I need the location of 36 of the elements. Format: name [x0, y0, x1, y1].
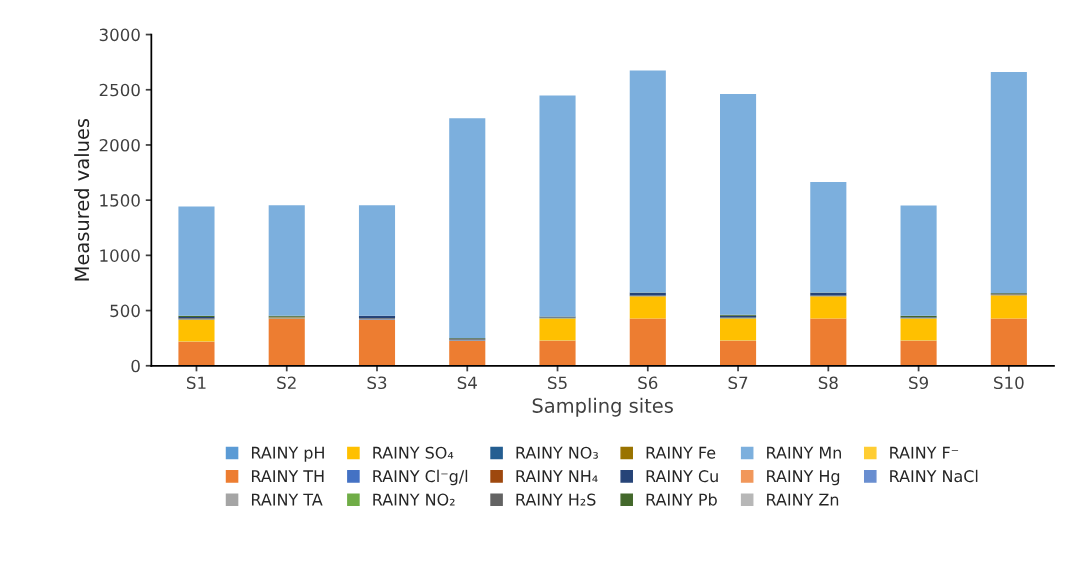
legend-label: RAINY H₂S: [516, 493, 596, 506]
legend-label: RAINY NO₂: [373, 493, 455, 506]
x-tick-label: S1: [186, 376, 206, 390]
legend-label: RAINY TA: [251, 493, 323, 506]
x-tick-label: S9: [909, 376, 928, 390]
y-tick-label: 2500: [99, 83, 140, 97]
legend-label: RAINY Pb: [646, 493, 717, 506]
legend-label: RAINY Mn: [767, 446, 841, 459]
legend-label: RAINY Zn: [767, 493, 839, 506]
legend-label: RAINY SO₄: [373, 446, 454, 459]
x-tick-label: S7: [728, 376, 748, 390]
x-tick-label: S5: [548, 376, 567, 390]
y-axis-title: Measured values: [74, 118, 90, 281]
legend-label: RAINY TH: [251, 470, 324, 482]
legend-label: RAINY NO₃: [516, 446, 598, 459]
y-tick-label: 0: [131, 359, 140, 373]
y-tick-label: 1500: [100, 194, 140, 207]
legend-label: RAINY NH₄: [516, 470, 598, 483]
y-tick-label: 2000: [99, 138, 140, 152]
x-tick-label: S10: [994, 376, 1024, 390]
legend-label: RAINY F⁻: [890, 446, 959, 459]
legend-label: RAINY pH: [251, 446, 324, 462]
x-tick-label: S4: [457, 376, 477, 390]
legend-label: RAINY Hg: [767, 470, 840, 486]
y-tick-label: 500: [110, 304, 140, 318]
y-tick-label: 3000: [99, 28, 140, 42]
x-tick-label: S8: [818, 376, 838, 390]
x-axis-title: Sampling sites: [532, 397, 673, 417]
x-tick-label: S6: [638, 376, 658, 390]
legend-label: RAINY Fe: [646, 446, 716, 459]
legend-label: RAINY NaCl: [890, 469, 978, 483]
x-tick-label: S3: [367, 376, 387, 390]
y-tick-label: 1000: [100, 249, 140, 262]
legend-label: RAINY Cu: [646, 470, 718, 483]
x-tick-label: S2: [277, 376, 296, 390]
legend-label: RAINY Cl⁻g/l: [373, 469, 468, 486]
